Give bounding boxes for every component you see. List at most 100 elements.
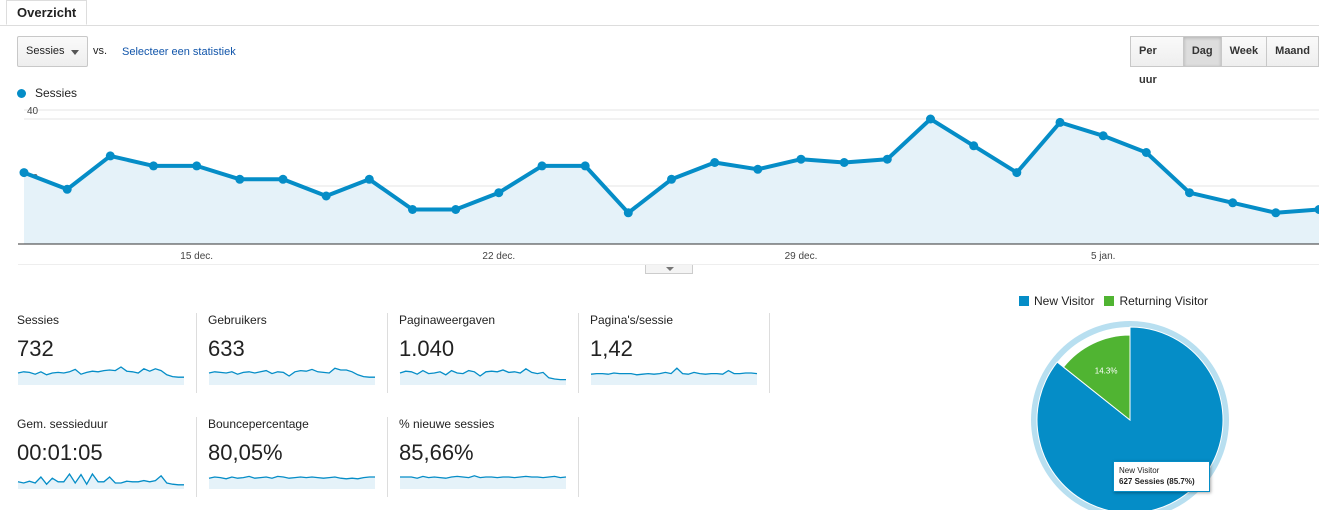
metric-tile[interactable]: Paginaweergaven 1.040 (399, 313, 579, 393)
metric-value: 00:01:05 (17, 440, 103, 465)
vs-label: vs. (93, 45, 108, 57)
data-point[interactable] (62, 184, 72, 194)
sessions-line-chart: 402015 dec.22 dec.29 dec.5 jan. (18, 106, 1319, 265)
data-point[interactable] (1271, 208, 1281, 218)
metric-tile[interactable]: Gebruikers 633 (208, 313, 388, 393)
sparkline-line (208, 475, 375, 480)
pie-legend: New Visitor Returning Visitor (1019, 294, 1218, 308)
chart-resize-handle[interactable] (645, 265, 693, 274)
pie-slice[interactable] (1062, 334, 1131, 422)
tooltip-value: 627 Sessies (85.7%) (1119, 477, 1195, 486)
data-point[interactable] (1012, 168, 1022, 178)
sparkline (208, 475, 375, 489)
data-point[interactable] (796, 154, 806, 164)
sparkline (17, 366, 184, 385)
data-point[interactable] (1141, 148, 1151, 157)
sparkline (208, 367, 375, 385)
metric-value: 85,66% (399, 440, 474, 465)
metric-tile[interactable]: Bouncepercentage 80,05% (208, 417, 388, 497)
returning-visitor-swatch-icon (1104, 296, 1115, 306)
select-statistic-link[interactable]: Selecteer een statistiek (122, 46, 236, 58)
sparkline-line (208, 367, 375, 378)
metric-select[interactable]: Sessies (17, 36, 88, 67)
chart-legend: Sessies (17, 86, 77, 100)
data-point[interactable] (19, 168, 29, 178)
data-point[interactable] (1228, 198, 1238, 208)
tooltip-title: New Visitor (1119, 466, 1160, 475)
sparkline-line (400, 475, 567, 479)
data-point[interactable] (408, 205, 417, 214)
data-point[interactable] (710, 158, 720, 167)
period-button-week[interactable]: Week (1220, 36, 1268, 67)
metric-label: Gebruikers (208, 313, 267, 327)
x-tick-label: 5 jan. (1091, 251, 1115, 262)
data-point[interactable] (537, 161, 547, 171)
sparkline-line (399, 368, 566, 381)
metric-label: Pagina's/sessie (590, 313, 674, 327)
metric-label: Bouncepercentage (208, 417, 309, 431)
period-button-hour[interactable]: Per uur (1130, 36, 1184, 86)
x-tick-label: 15 dec. (180, 251, 213, 262)
sparkline (590, 367, 758, 385)
metric-value: 1.040 (399, 336, 455, 361)
data-point[interactable] (321, 191, 331, 201)
data-point[interactable] (105, 151, 115, 161)
chart-legend-label: Sessies (35, 86, 78, 100)
data-point[interactable] (451, 205, 461, 214)
sparkline-area (400, 475, 566, 489)
metric-tile[interactable]: Pagina's/sessie 1,42 (590, 313, 770, 393)
data-point[interactable] (1055, 117, 1065, 127)
x-tick-label: 29 dec. (785, 251, 818, 262)
metric-label: Paginaweergaven (399, 313, 496, 327)
sparkline-line (17, 366, 184, 378)
period-button-day[interactable]: Dag (1182, 36, 1222, 67)
metric-tile[interactable]: Sessies 732 (17, 313, 197, 393)
metric-value: 633 (208, 336, 245, 361)
pie-tooltip: New Visitor 627 Sessies (85.7%) (1113, 461, 1210, 492)
tab-overview[interactable]: Overzicht (6, 0, 88, 25)
data-point[interactable] (667, 174, 676, 184)
chevron-down-icon (666, 267, 674, 271)
data-point[interactable] (839, 158, 849, 167)
metric-tile[interactable]: % nieuwe sessies 85,66% (399, 417, 579, 497)
data-point[interactable] (494, 188, 504, 198)
data-point[interactable] (235, 174, 245, 184)
data-point[interactable] (623, 208, 633, 218)
chevron-down-icon (71, 50, 79, 55)
sparkline-line (590, 367, 758, 376)
data-point[interactable] (364, 174, 374, 184)
period-button-month[interactable]: Maand (1266, 36, 1319, 67)
pie-legend-item-new: New Visitor (1019, 294, 1094, 308)
metric-value: 1,42 (590, 336, 633, 361)
sparkline (400, 475, 567, 489)
data-point[interactable] (882, 154, 892, 164)
data-point[interactable] (1314, 205, 1319, 214)
new-visitor-swatch-icon (1019, 296, 1029, 306)
data-point[interactable] (969, 141, 979, 151)
metric-value: 80,05% (208, 440, 283, 465)
tab-bar: Overzicht (0, 0, 1319, 26)
sparkline-area (591, 368, 757, 385)
data-point[interactable] (580, 161, 590, 171)
x-tick-label: 22 dec. (482, 251, 515, 262)
metric-value: 732 (17, 336, 54, 361)
data-point[interactable] (1185, 188, 1194, 198)
metric-label: Gem. sessieduur (17, 417, 108, 431)
data-point[interactable] (926, 114, 935, 124)
sparkline-line (17, 472, 184, 486)
sparkline-area (209, 476, 375, 489)
data-point[interactable] (192, 161, 202, 171)
metric-label: Sessies (17, 313, 60, 327)
metric-tile[interactable]: Gem. sessieduur 00:01:05 (17, 417, 197, 497)
pie-legend-label: Returning Visitor (1119, 294, 1208, 308)
metric-select-value: Sessies (26, 45, 65, 57)
y-tick-label: 40 (27, 106, 39, 117)
pie-slice-label: 14.3% (1095, 367, 1118, 376)
data-point[interactable] (1098, 131, 1108, 141)
data-point[interactable] (149, 161, 158, 171)
sparkline-area (18, 367, 184, 385)
data-point[interactable] (753, 164, 763, 174)
data-point[interactable] (278, 174, 288, 184)
series-dot-icon (17, 88, 26, 98)
pie-legend-label: New Visitor (1034, 294, 1095, 308)
